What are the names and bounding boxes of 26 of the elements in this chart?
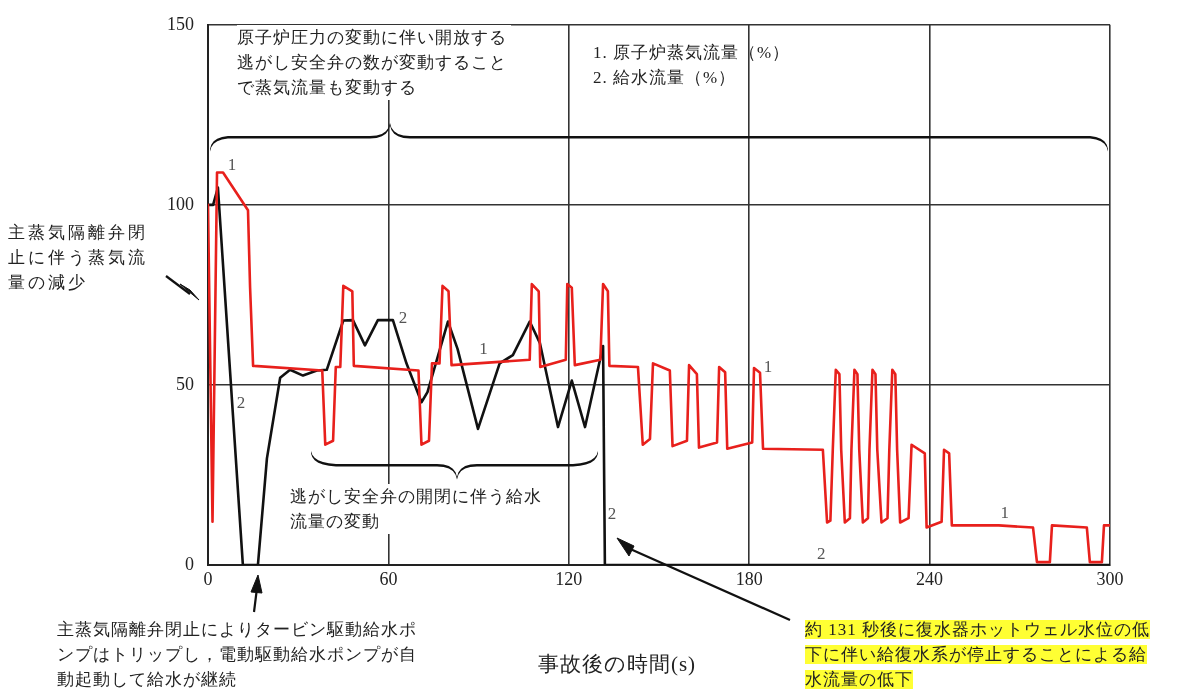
annotation: 逃がし安全弁の開閉に伴う給水流量の変動	[290, 484, 546, 534]
text: 2	[236, 392, 246, 412]
x-axis-title: 事故後の時間(s)	[536, 652, 698, 677]
series-label: 1	[227, 154, 237, 174]
x-tick-label: 240	[916, 568, 944, 589]
text: 主蒸気隔離弁閉止によりタービン駆動給水ポンプはトリップし，電動駆動給水ポンプが自動起動して給水が継続	[57, 619, 418, 689]
x-tick-label: 60	[379, 568, 398, 589]
y-tick-label: 50	[176, 373, 194, 394]
x-tick-label: 0	[203, 568, 213, 589]
text: 1	[479, 338, 488, 358]
x-tick-label: 300	[1096, 568, 1124, 589]
y-tick-label: 0	[185, 553, 194, 574]
annotation: 原子炉圧力の変動に伴い開放する逃がし安全弁の数が変動することで蒸気流量も変動する	[237, 25, 511, 100]
x-tick-label: 180	[735, 568, 763, 589]
text: 主蒸気隔離弁閉止に伴う蒸気流量の減少	[8, 222, 149, 294]
text: 1	[1000, 502, 1009, 522]
text: 2	[398, 307, 408, 327]
annotation: 1. 原子炉蒸気流量（%）	[593, 42, 791, 64]
text: 1	[763, 357, 773, 377]
series-label: 2	[817, 544, 826, 564]
y-tick-label: 150	[167, 13, 194, 34]
annotation: 2. 給水流量（%）	[593, 67, 737, 89]
x-tick-label: 120	[555, 568, 583, 589]
text: 2	[607, 504, 617, 524]
y-tick-label: 100	[167, 193, 194, 214]
text: 約 131 秒後に復水器ホットウェル水位の低下に伴い給復水系が停止することによる給水流量の低下	[805, 620, 1150, 689]
